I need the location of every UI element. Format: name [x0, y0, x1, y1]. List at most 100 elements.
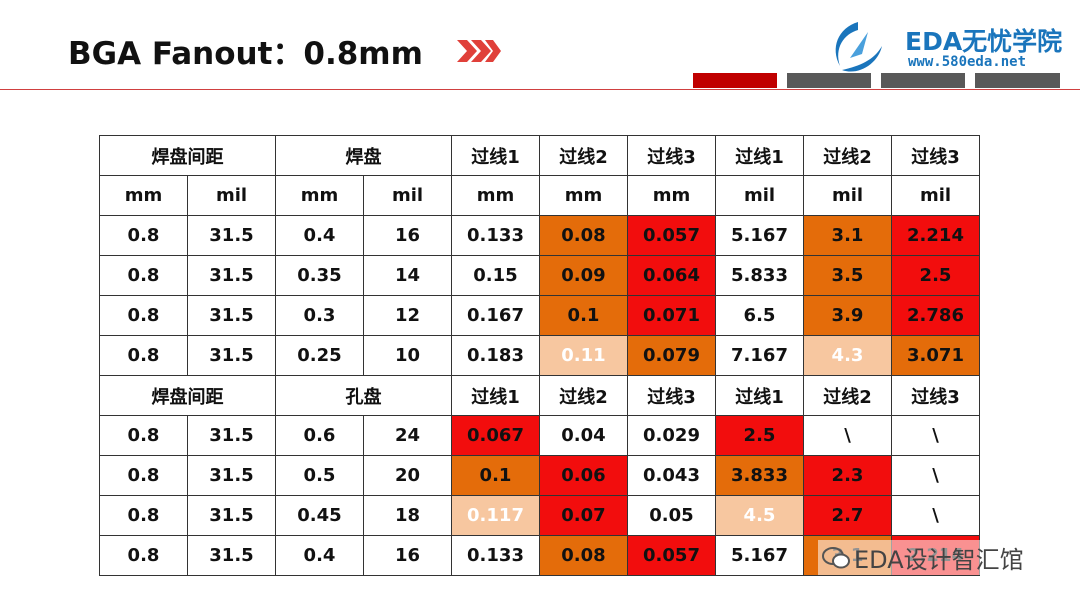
cell: 过线2 — [803, 375, 892, 416]
cell: 0.09 — [539, 255, 628, 296]
cell: 0.8 — [99, 335, 188, 376]
cell: 过线3 — [891, 135, 980, 176]
chevrons — [457, 40, 501, 62]
data-row: 0.8 31.5 0.6 24 0.067 0.04 0.029 2.5 \ \ — [99, 415, 980, 456]
cell: 3.9 — [803, 295, 892, 336]
cell: 3.833 — [715, 455, 804, 496]
cell: mm — [451, 175, 540, 216]
cell: 0.45 — [275, 495, 364, 536]
cell: 0.8 — [99, 455, 188, 496]
cell: 0.4 — [275, 535, 364, 576]
cell: 0.8 — [99, 215, 188, 256]
header-row: 焊盘间距 焊盘 过线1 过线2 过线3 过线1 过线2 过线3 — [99, 135, 980, 176]
cell: 0.08 — [539, 535, 628, 576]
cell: 31.5 — [187, 335, 276, 376]
cell: 0.057 — [627, 215, 716, 256]
cell: 过线3 — [627, 375, 716, 416]
cell: 16 — [363, 535, 452, 576]
cell: 31.5 — [187, 455, 276, 496]
cell: 0.1 — [451, 455, 540, 496]
cell: 0.11 — [539, 335, 628, 376]
cell: 14 — [363, 255, 452, 296]
header-row: 焊盘间距 孔盘 过线1 过线2 过线3 过线1 过线2 过线3 — [99, 375, 980, 416]
cell: 0.8 — [99, 255, 188, 296]
cell: 0.5 — [275, 455, 364, 496]
cell: 过线2 — [539, 375, 628, 416]
cell: 过线2 — [803, 135, 892, 176]
cell: 31.5 — [187, 295, 276, 336]
cell: 0.8 — [99, 495, 188, 536]
cell: \ — [891, 415, 980, 456]
logo-url: www.580eda.net — [908, 54, 1027, 70]
cell: \ — [891, 495, 980, 536]
cell: 5.167 — [715, 215, 804, 256]
cell: 0.07 — [539, 495, 628, 536]
cell: 0.183 — [451, 335, 540, 376]
cell: 18 — [363, 495, 452, 536]
cell: 0.05 — [627, 495, 716, 536]
cell: mil — [803, 175, 892, 216]
cell: \ — [803, 415, 892, 456]
cell: 焊盘间距 — [99, 135, 276, 176]
cell: 0.064 — [627, 255, 716, 296]
logo-name: EDA无忧学院 — [905, 27, 1063, 56]
cell: mm — [99, 175, 188, 216]
cell: 4.5 — [715, 495, 804, 536]
deco-bar — [881, 73, 965, 88]
cell: 5.833 — [715, 255, 804, 296]
wechat-icon — [822, 546, 850, 568]
cell: 过线1 — [715, 135, 804, 176]
cell: 0.071 — [627, 295, 716, 336]
cell: mil — [715, 175, 804, 216]
cell: 0.067 — [451, 415, 540, 456]
cell: 2.3 — [803, 455, 892, 496]
cell: 0.8 — [99, 295, 188, 336]
cell: 0.08 — [539, 215, 628, 256]
cell: 焊盘 — [275, 135, 452, 176]
cell: 过线1 — [715, 375, 804, 416]
cell: 31.5 — [187, 535, 276, 576]
cell: 0.8 — [99, 415, 188, 456]
cell: 31.5 — [187, 415, 276, 456]
cell: 0.8 — [99, 535, 188, 576]
cell: 3.071 — [891, 335, 980, 376]
cell: 0.06 — [539, 455, 628, 496]
cell: 过线1 — [451, 135, 540, 176]
cell: 0.079 — [627, 335, 716, 376]
cell: 2.214 — [891, 215, 980, 256]
cell: 20 — [363, 455, 452, 496]
deco-bar — [693, 73, 777, 88]
cell: \ — [891, 455, 980, 496]
cell: 24 — [363, 415, 452, 456]
cell: 0.6 — [275, 415, 364, 456]
cell: 4.3 — [803, 335, 892, 376]
cell: 31.5 — [187, 255, 276, 296]
cell: 过线3 — [891, 375, 980, 416]
cell: 0.25 — [275, 335, 364, 376]
cell: mm — [275, 175, 364, 216]
cell: 3.5 — [803, 255, 892, 296]
cell: 2.5 — [715, 415, 804, 456]
cell: 0.4 — [275, 215, 364, 256]
header-rule — [0, 89, 1080, 90]
cell: 5.167 — [715, 535, 804, 576]
cell: 2.5 — [891, 255, 980, 296]
cell: 0.117 — [451, 495, 540, 536]
cell: mil — [363, 175, 452, 216]
cell: 0.15 — [451, 255, 540, 296]
cell: 6.5 — [715, 295, 804, 336]
cell: 0.35 — [275, 255, 364, 296]
cell: 3.1 — [803, 215, 892, 256]
data-table: 焊盘间距 焊盘 过线1 过线2 过线3 过线1 过线2 过线3 mm mil mm mil mm mm mm… — [99, 135, 980, 576]
cell: 焊盘间距 — [99, 375, 276, 416]
cell: 12 — [363, 295, 452, 336]
cell: 孔盘 — [275, 375, 452, 416]
cell: mil — [891, 175, 980, 216]
logo-icon — [835, 22, 882, 72]
cell: 过线2 — [539, 135, 628, 176]
cell: 31.5 — [187, 215, 276, 256]
cell: 0.04 — [539, 415, 628, 456]
cell: 过线3 — [627, 135, 716, 176]
cell: mm — [627, 175, 716, 216]
